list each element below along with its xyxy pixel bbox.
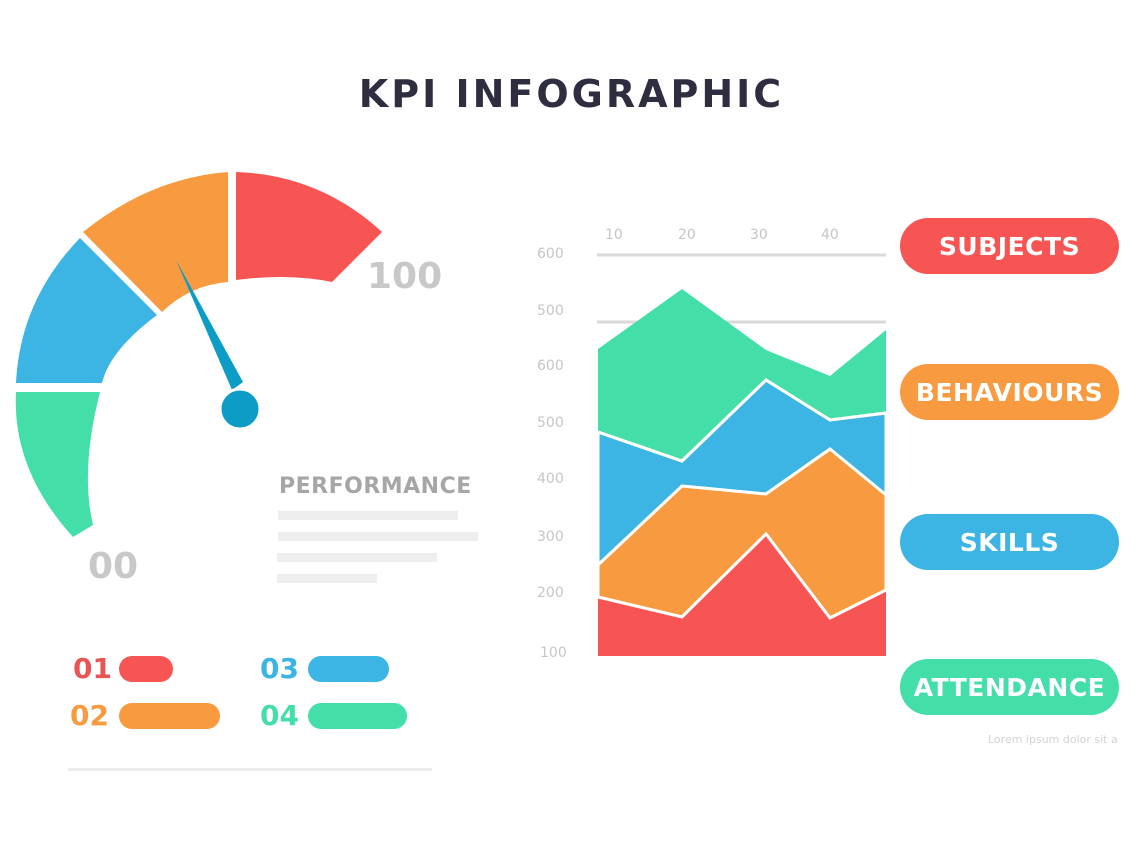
gauge-needle-hub	[218, 387, 262, 431]
legend-number-01: 01	[73, 652, 112, 685]
gauge-segment-green	[15, 392, 100, 537]
gauge-segment-blue	[16, 238, 157, 383]
placeholder-text-line	[278, 511, 458, 520]
y-tick-label: 100	[540, 645, 567, 661]
x-tick-label: 40	[821, 227, 839, 243]
legend-number-04: 04	[260, 699, 299, 732]
y-tick-label: 600	[537, 246, 564, 262]
page-title: KPI INFOGRAPHIC	[358, 72, 785, 116]
tag-attendance: ATTENDANCE	[900, 659, 1119, 715]
x-tick-label: 10	[605, 227, 623, 243]
placeholder-text-line	[277, 574, 377, 583]
footnote-text: Lorem ipsum dolor sit a	[988, 733, 1118, 746]
gauge-segment-red	[236, 172, 382, 282]
legend-pill-blue	[308, 656, 389, 682]
gauge-segment-orange	[83, 172, 228, 312]
y-tick-label: 400	[537, 471, 564, 487]
area-attendance	[598, 289, 886, 461]
gauge-max-label: 100	[367, 256, 443, 297]
y-tick-label: 200	[537, 585, 564, 601]
x-tick-label: 30	[750, 227, 768, 243]
area-subjects	[598, 534, 886, 656]
legend-pill-red	[119, 656, 173, 682]
placeholder-text-line	[278, 532, 478, 541]
gauge-min-label: 00	[88, 546, 139, 587]
area-chart	[596, 289, 888, 656]
y-tick-label: 500	[537, 415, 564, 431]
y-tick-label: 500	[537, 303, 564, 319]
legend-pill-orange	[119, 703, 220, 729]
y-tick-label: 300	[537, 529, 564, 545]
x-tick-label: 20	[678, 227, 696, 243]
legend-pill-green	[308, 703, 407, 729]
placeholder-caption	[68, 768, 432, 771]
legend-number-02: 02	[70, 699, 109, 732]
tag-skills: SKILLS	[900, 514, 1119, 570]
placeholder-text-line	[277, 553, 437, 562]
y-tick-label: 600	[537, 358, 564, 374]
tag-behaviours: BEHAVIOURS	[900, 364, 1119, 420]
legend-number-03: 03	[260, 652, 299, 685]
gauge-segments	[15, 172, 382, 537]
gauge-needle	[176, 260, 243, 390]
performance-title: PERFORMANCE	[279, 474, 472, 499]
tag-subjects: SUBJECTS	[900, 218, 1119, 274]
